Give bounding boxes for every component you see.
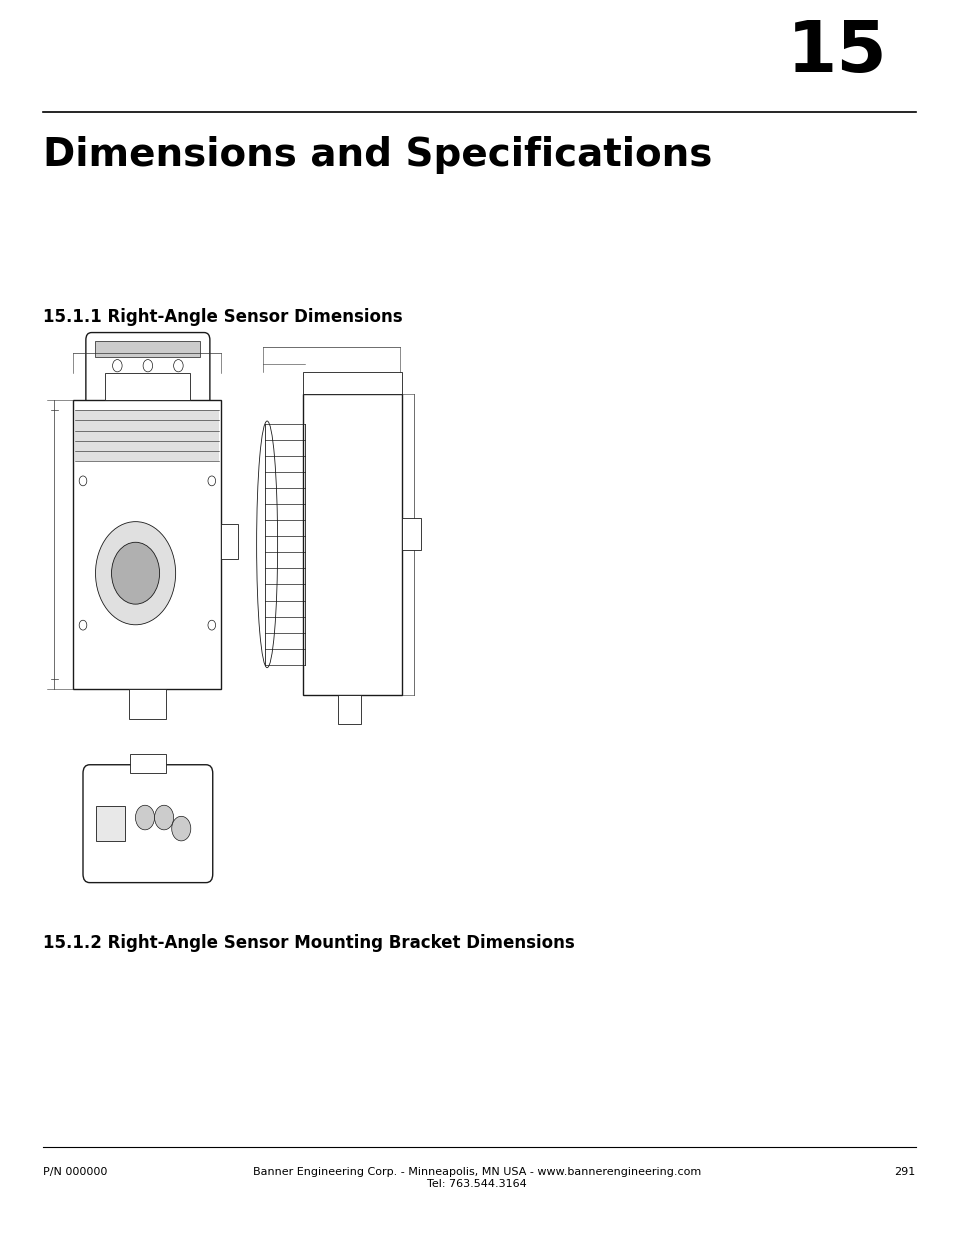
- Circle shape: [208, 475, 215, 485]
- Circle shape: [143, 359, 152, 372]
- Bar: [134, 411, 161, 433]
- Bar: [130, 753, 166, 773]
- Circle shape: [79, 475, 87, 485]
- FancyBboxPatch shape: [83, 764, 213, 883]
- Text: P/N 000000: P/N 000000: [43, 1167, 107, 1177]
- Circle shape: [208, 620, 215, 630]
- Bar: [130, 689, 166, 719]
- Ellipse shape: [256, 421, 277, 668]
- Circle shape: [173, 359, 183, 372]
- Text: Dimensions and Specifications: Dimensions and Specifications: [43, 136, 712, 174]
- Bar: [303, 394, 401, 695]
- FancyBboxPatch shape: [86, 332, 210, 419]
- Text: 15.1.2 Right-Angle Sensor Mounting Bracket Dimensions: 15.1.2 Right-Angle Sensor Mounting Brack…: [43, 934, 574, 952]
- Bar: [221, 525, 238, 558]
- Bar: [105, 373, 190, 400]
- Circle shape: [172, 816, 191, 841]
- Bar: [95, 341, 200, 357]
- Bar: [401, 519, 420, 551]
- Circle shape: [95, 521, 175, 625]
- Circle shape: [135, 805, 154, 830]
- Bar: [303, 372, 401, 394]
- Circle shape: [112, 542, 159, 604]
- Circle shape: [112, 359, 122, 372]
- Bar: [96, 806, 125, 841]
- Circle shape: [154, 805, 173, 830]
- Bar: [337, 695, 360, 724]
- Text: 15.1.1 Right-Angle Sensor Dimensions: 15.1.1 Right-Angle Sensor Dimensions: [43, 308, 402, 326]
- Text: Banner Engineering Corp. - Minneapolis, MN USA - www.bannerengineering.com
Tel: : Banner Engineering Corp. - Minneapolis, …: [253, 1167, 700, 1189]
- Circle shape: [79, 620, 87, 630]
- Bar: [73, 400, 221, 689]
- Text: 291: 291: [894, 1167, 915, 1177]
- Bar: [75, 410, 219, 462]
- Text: 15: 15: [786, 19, 886, 86]
